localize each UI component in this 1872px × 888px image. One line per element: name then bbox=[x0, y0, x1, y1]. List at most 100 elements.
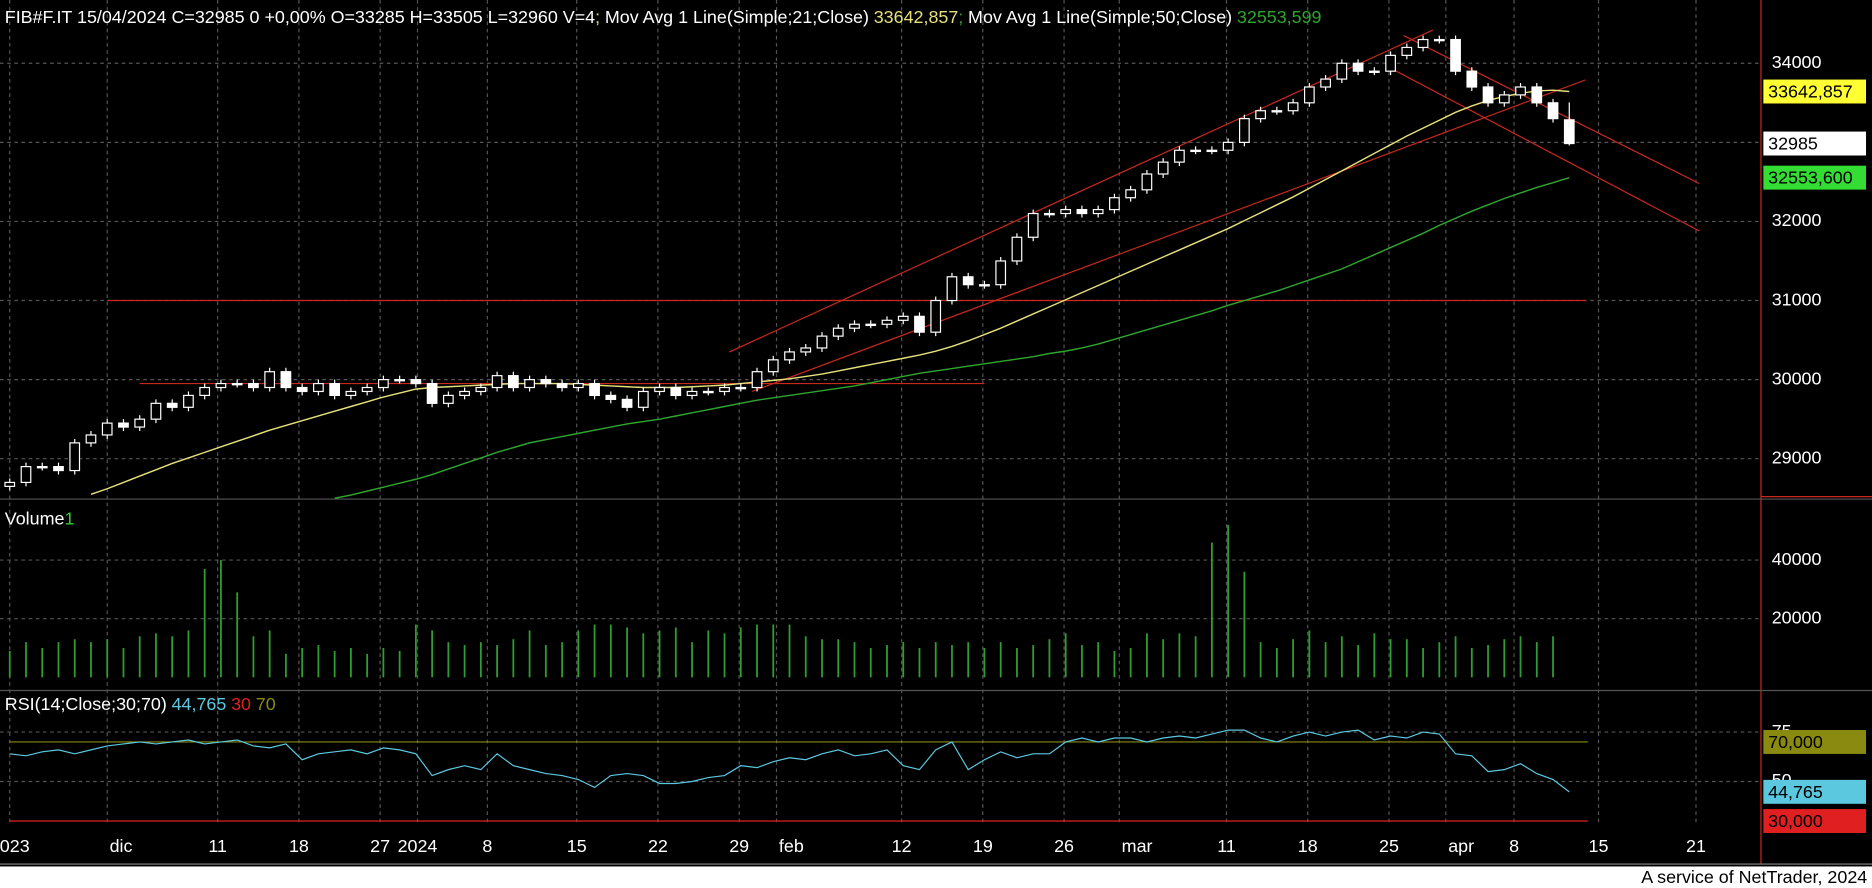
candle-body bbox=[637, 390, 649, 408]
x-tick-label: 2024 bbox=[398, 836, 438, 856]
candle-body bbox=[1141, 173, 1153, 191]
candle-body bbox=[962, 276, 974, 286]
level-badge-label: 30,000 bbox=[1768, 811, 1823, 831]
candle-body bbox=[361, 386, 373, 393]
candle-body bbox=[1336, 62, 1348, 80]
rsi-badge-label: 44,765 bbox=[1768, 782, 1823, 802]
x-tick-label: 29 bbox=[729, 836, 749, 856]
candle-body bbox=[1190, 149, 1202, 153]
header-part: Mov Avg 1 Line(Simple;50;Close) bbox=[968, 7, 1232, 27]
panel-header: FIB#F.IT 15/04/2024 C=32985 0 +0,00% O=3… bbox=[5, 7, 1322, 27]
candle-body bbox=[1011, 236, 1023, 262]
candle-body bbox=[1174, 149, 1185, 163]
footer-bar bbox=[0, 866, 1872, 888]
candle-body bbox=[524, 379, 535, 389]
candle-body bbox=[101, 422, 113, 436]
candle-body bbox=[1206, 149, 1218, 153]
candle-body bbox=[832, 327, 844, 337]
x-tick-label: 22 bbox=[648, 836, 668, 856]
candle-body bbox=[1060, 208, 1072, 215]
candle-body bbox=[410, 379, 422, 385]
price-badge bbox=[1763, 131, 1867, 156]
x-tick-label: 25 bbox=[1379, 836, 1399, 856]
y-tick-label: 40000 bbox=[1772, 549, 1822, 569]
panel-header: RSI(14;Close;30;70) 44,765 30 70 bbox=[5, 694, 276, 714]
x-tick-label: 8 bbox=[482, 836, 492, 856]
candle-body bbox=[751, 371, 763, 389]
x-tick-label: 26 bbox=[1054, 836, 1074, 856]
candle-body bbox=[1027, 212, 1039, 238]
header-part: ; bbox=[595, 7, 600, 27]
x-tick-label: mar bbox=[1122, 836, 1153, 856]
candle-body bbox=[1385, 54, 1396, 72]
candle-body bbox=[378, 379, 389, 389]
candle-body bbox=[1531, 86, 1543, 104]
candle-body bbox=[1239, 118, 1250, 143]
x-tick-label: 15 bbox=[567, 836, 587, 856]
candle-body bbox=[296, 386, 308, 393]
x-tick-label: apr bbox=[1448, 836, 1474, 856]
header-part: RSI(14;Close;30;70) bbox=[5, 694, 167, 714]
candle-body bbox=[280, 371, 292, 389]
candle-body bbox=[1157, 161, 1169, 175]
candle-body bbox=[1255, 110, 1266, 120]
candle-body bbox=[1271, 110, 1283, 113]
x-tick-label: dic bbox=[110, 836, 133, 856]
y-tick-label: 32000 bbox=[1772, 210, 1822, 230]
candle-body bbox=[686, 390, 698, 397]
candle-body bbox=[1563, 119, 1575, 145]
x-tick-label: 12 bbox=[892, 836, 912, 856]
candle-body bbox=[4, 481, 16, 487]
candle-body bbox=[442, 394, 454, 404]
candle-body bbox=[865, 323, 877, 327]
candle-body bbox=[930, 299, 942, 333]
x-tick-label: 11 bbox=[1217, 836, 1236, 856]
trend-line bbox=[751, 79, 1586, 393]
x-tick-label: feb bbox=[779, 836, 804, 856]
candle-body bbox=[1320, 78, 1331, 88]
candle-body bbox=[459, 390, 470, 397]
candle-body bbox=[475, 386, 487, 393]
candle-body bbox=[1498, 94, 1510, 104]
candle-body bbox=[1125, 189, 1137, 199]
candle-body bbox=[979, 284, 990, 287]
candle-body bbox=[1109, 197, 1120, 211]
candle-body bbox=[1076, 208, 1088, 215]
level-badge bbox=[1763, 729, 1867, 754]
candle-body bbox=[69, 442, 81, 472]
candle-body bbox=[784, 351, 795, 361]
header-part: 70 bbox=[256, 694, 276, 714]
candle-body bbox=[85, 434, 97, 444]
candle-body bbox=[1044, 212, 1055, 216]
candle-body bbox=[816, 335, 828, 349]
candle-body bbox=[1433, 38, 1445, 42]
x-tick-label: 11 bbox=[208, 836, 227, 856]
header-part: Volume bbox=[5, 508, 65, 528]
level-badge bbox=[1763, 809, 1867, 833]
price-badge bbox=[1763, 165, 1867, 190]
price-badge-label: 32985 bbox=[1768, 133, 1818, 153]
x-tick-label: 18 bbox=[1298, 836, 1318, 856]
x-tick-label: 15 bbox=[1589, 836, 1609, 856]
candle-body bbox=[572, 382, 584, 389]
x-tick-label: 27 bbox=[370, 836, 390, 856]
candle-body bbox=[329, 382, 341, 397]
moving-average-line bbox=[90, 89, 1570, 495]
candle-body bbox=[313, 382, 324, 393]
candle-body bbox=[589, 382, 600, 397]
candle-body bbox=[491, 375, 503, 389]
trend-line bbox=[729, 29, 1434, 353]
candle-body bbox=[556, 382, 568, 389]
candle-body bbox=[20, 466, 32, 484]
candle-body bbox=[1222, 141, 1234, 151]
y-tick-label: 30000 bbox=[1772, 368, 1822, 388]
moving-average-line bbox=[334, 176, 1570, 499]
price-badge-label: 33642,857 bbox=[1768, 81, 1853, 101]
footer-text: A service of NetTrader, 2024 bbox=[1641, 867, 1867, 887]
candle-body bbox=[800, 347, 812, 353]
candle-body bbox=[605, 394, 617, 400]
candle-body bbox=[1450, 38, 1461, 72]
candle-body bbox=[215, 382, 227, 389]
candle-body bbox=[183, 394, 194, 408]
